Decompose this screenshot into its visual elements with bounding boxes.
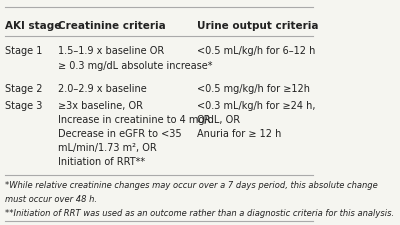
Text: 1.5–1.9 x baseline OR: 1.5–1.9 x baseline OR [58, 46, 164, 56]
Text: mL/min/1.73 m², OR: mL/min/1.73 m², OR [58, 142, 157, 152]
Text: Initiation of RRT**: Initiation of RRT** [58, 156, 145, 166]
Text: <0.3 mL/kg/h for ≥24 h,: <0.3 mL/kg/h for ≥24 h, [197, 100, 315, 110]
Text: AKI stage: AKI stage [4, 21, 61, 31]
Text: Creatinine criteria: Creatinine criteria [58, 21, 166, 31]
Text: Stage 3: Stage 3 [4, 100, 42, 110]
Text: *While relative creatinine changes may occur over a 7 days period, this absolute: *While relative creatinine changes may o… [4, 180, 377, 189]
Text: Urine output criteria: Urine output criteria [197, 21, 318, 31]
Text: Anuria for ≥ 12 h: Anuria for ≥ 12 h [197, 128, 281, 138]
Text: ≥3x baseline, OR: ≥3x baseline, OR [58, 100, 143, 110]
Text: ≥ 0.3 mg/dL absolute increase*: ≥ 0.3 mg/dL absolute increase* [58, 60, 212, 70]
Text: Increase in creatinine to 4 mg/dL, OR: Increase in creatinine to 4 mg/dL, OR [58, 114, 240, 124]
Text: Decrease in eGFR to <35: Decrease in eGFR to <35 [58, 128, 182, 138]
Text: Stage 2: Stage 2 [4, 84, 42, 94]
Text: must occur over 48 h.: must occur over 48 h. [4, 194, 96, 203]
Text: OR: OR [197, 114, 211, 124]
Text: **Initiation of RRT was used as an outcome rather than a diagnostic criteria for: **Initiation of RRT was used as an outco… [4, 208, 394, 217]
Text: Stage 1: Stage 1 [4, 46, 42, 56]
Text: 2.0–2.9 x baseline: 2.0–2.9 x baseline [58, 84, 147, 94]
Text: <0.5 mL/kg/h for 6–12 h: <0.5 mL/kg/h for 6–12 h [197, 46, 315, 56]
Text: <0.5 mg/kg/h for ≥12h: <0.5 mg/kg/h for ≥12h [197, 84, 310, 94]
